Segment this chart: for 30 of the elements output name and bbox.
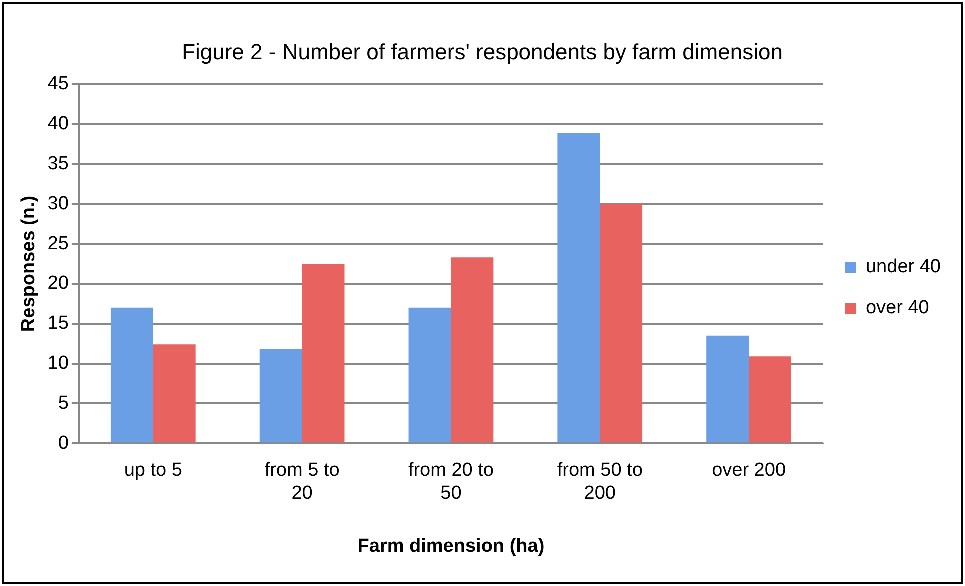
x-tick-label: from 5 to 20	[264, 460, 340, 504]
y-tick-label: 0	[58, 432, 69, 454]
y-tick-label: 5	[58, 392, 69, 414]
y-tick-label: 30	[48, 193, 69, 214]
y-tick-label: 40	[48, 114, 69, 135]
bar	[153, 344, 196, 443]
chart-title: Figure 2 - Number of farmers' respondents by farm dimension	[182, 39, 783, 64]
bar	[110, 308, 154, 443]
y-tick-label: 20	[48, 273, 69, 294]
y-tick-label: 25	[48, 233, 69, 254]
x-axis-title: Farm dimension (ha)	[358, 536, 545, 557]
x-tick-label: from 50 to 200	[557, 460, 643, 504]
bar	[260, 349, 302, 443]
legend-label: under 40	[866, 256, 942, 278]
x-tick-label: from 20 to 50	[408, 460, 494, 504]
bar	[302, 264, 345, 443]
x-tick-label: up to 5	[124, 460, 182, 482]
bar	[706, 336, 750, 443]
y-tick-label: 15	[48, 313, 69, 334]
bar	[749, 356, 792, 443]
bar	[558, 133, 600, 443]
x-tick-label: over 200	[712, 460, 786, 482]
bar	[451, 258, 494, 443]
y-tick-label: 45	[48, 74, 69, 95]
legend-label: over 40	[866, 298, 930, 319]
bar	[408, 308, 452, 443]
y-tick-label: 35	[48, 153, 69, 174]
bar	[600, 204, 643, 443]
y-tick-label: 10	[48, 353, 69, 374]
y-axis-title: Responses (n.)	[18, 196, 40, 332]
